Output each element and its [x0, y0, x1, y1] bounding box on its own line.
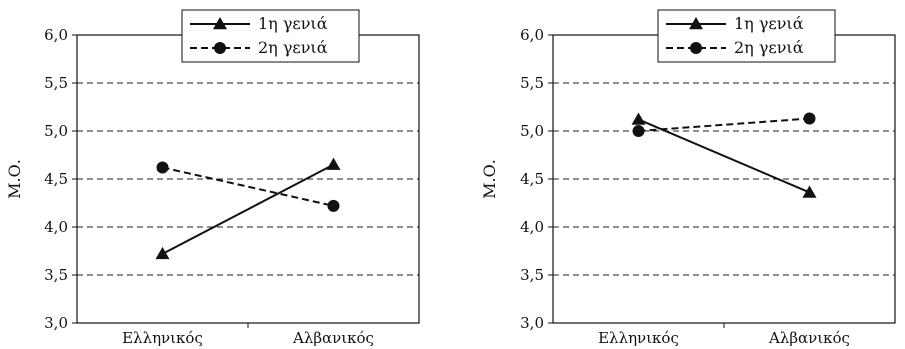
y-tick-label: 4,0: [44, 218, 68, 236]
series-2-point: [632, 125, 645, 137]
series-1-point: [155, 246, 170, 260]
y-tick-label: 6,0: [44, 26, 68, 44]
legend-label-1: 1η γενιά: [258, 14, 328, 33]
series-2-point: [803, 112, 816, 125]
series-line-1: [162, 163, 334, 255]
legend-label-2: 2η γενιά: [734, 38, 804, 57]
x-tick-label: Αλβανικός: [768, 329, 850, 347]
y-tick-label: 3,0: [520, 314, 544, 332]
legend-marker-2: [690, 42, 702, 54]
legend: 1η γενιά 2η γενιά: [181, 9, 360, 63]
legend-marker-1: [689, 17, 703, 30]
x-tick-label: Αλβανικός: [292, 329, 374, 347]
chart-panel-1: 3,0 3,5 4,0 4,5 5,0 5,5 6,0 Ελληνικός Αλβανικός Μ…: [5, 9, 420, 347]
legend: 1η γενιά 2η γενιά: [657, 9, 836, 63]
legend-label-1: 1η γενιά: [734, 14, 804, 33]
y-axis-label: Μ.Ο.: [5, 159, 24, 199]
chart-panel-2: 3,0 3,5 4,0 4,5 5,0 5,5 6,0 Ελληνικός Αλβανικός Μ…: [480, 9, 896, 347]
series-2-point: [156, 161, 169, 174]
x-tick-label: Ελληνικός: [122, 329, 203, 347]
y-axis-label: Μ.Ο.: [480, 159, 499, 199]
series-2-point: [327, 199, 340, 212]
y-tick-label: 6,0: [520, 26, 544, 44]
y-tick-label: 4,0: [520, 218, 544, 236]
x-tick-label: Ελληνικός: [598, 329, 679, 347]
series-line-1: [638, 118, 810, 194]
series-1-point: [802, 185, 817, 198]
series-line-2: [162, 166, 334, 207]
series-1-point: [326, 157, 341, 170]
y-tick-label: 5,0: [520, 122, 544, 140]
y-tick-label: 4,5: [520, 170, 544, 188]
series-1-point: [631, 112, 646, 125]
legend-marker-1: [213, 17, 227, 30]
y-tick-label: 5,5: [44, 74, 68, 92]
y-tick-label: 3,5: [520, 266, 544, 284]
y-tick-label: 5,5: [520, 74, 544, 92]
series-line-2: [638, 117, 810, 132]
y-tick-label: 3,0: [44, 314, 68, 332]
y-tick-label: 4,5: [44, 170, 68, 188]
legend-box: [181, 9, 360, 63]
y-tick-label: 3,5: [44, 266, 68, 284]
y-tick-label: 5,0: [44, 122, 68, 140]
legend-box: [657, 9, 836, 63]
legend-marker-2: [214, 42, 226, 54]
legend-label-2: 2η γενιά: [258, 38, 328, 57]
